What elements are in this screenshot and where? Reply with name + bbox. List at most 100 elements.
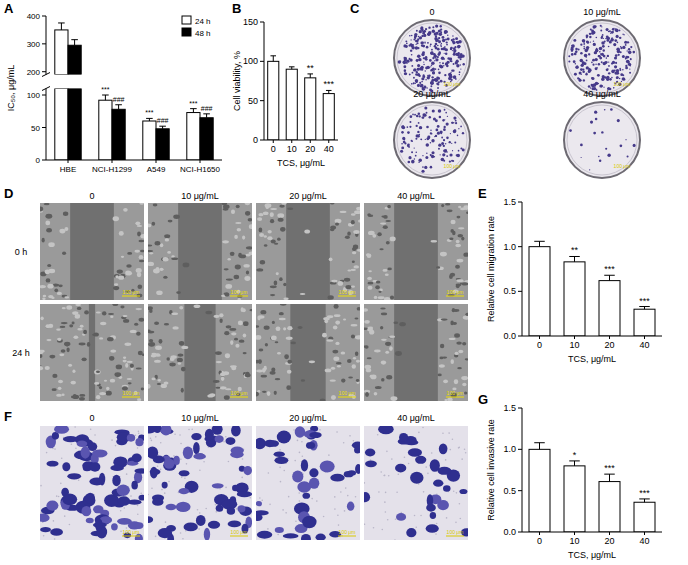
cell: [173, 326, 179, 329]
cell: [276, 327, 281, 331]
invaded-cell: [164, 458, 175, 468]
pore: [135, 435, 137, 437]
colony: [628, 51, 632, 55]
cell: [393, 321, 398, 324]
colony: [418, 113, 421, 116]
colony: [421, 68, 423, 70]
cell: [154, 360, 161, 363]
colony: [424, 166, 427, 169]
x-axis: [522, 532, 662, 533]
colony: [401, 146, 404, 149]
invaded-cell: [301, 459, 308, 471]
error-bar: [534, 443, 545, 450]
cell: [62, 307, 66, 309]
pore: [160, 442, 162, 444]
colony: [441, 43, 442, 44]
image-label: 0: [89, 191, 94, 201]
colony: [617, 42, 619, 44]
colony: [615, 62, 617, 64]
cell: [223, 208, 229, 211]
colony: [627, 41, 629, 43]
bar: [634, 309, 655, 336]
colony: [608, 72, 610, 74]
colony: [417, 64, 420, 67]
cell: [283, 298, 288, 300]
cell: [137, 398, 141, 401]
colony: [438, 37, 440, 39]
colony: [450, 72, 451, 73]
pore: [364, 482, 365, 484]
cell: [259, 349, 264, 352]
colony: [455, 120, 457, 122]
image-bg: [148, 426, 252, 540]
cell: [135, 221, 140, 225]
cell: [234, 235, 238, 239]
colony: [439, 52, 441, 54]
cell: [79, 394, 85, 397]
cell: [291, 342, 296, 345]
pore: [404, 456, 406, 458]
cell: [114, 283, 118, 286]
cell: [40, 350, 43, 354]
x-tick: [644, 532, 645, 535]
cell: [157, 383, 161, 385]
pore: [381, 529, 383, 531]
colony: [603, 38, 604, 39]
wound-gap: [290, 304, 325, 401]
cell: [99, 337, 103, 339]
x-axis: [46, 160, 222, 161]
cell: [243, 352, 247, 354]
cell: [61, 349, 66, 352]
colony: [424, 70, 426, 72]
cell: [80, 325, 84, 328]
colony: [591, 84, 594, 87]
invaded-cell: [232, 485, 239, 492]
colony: [591, 77, 594, 80]
invaded-cell: [62, 493, 77, 505]
cell: [137, 272, 141, 277]
colony: [601, 77, 604, 80]
error-cap: [307, 73, 313, 74]
colony: [419, 30, 422, 33]
colony: [436, 76, 439, 79]
plate-rim: [567, 105, 637, 175]
error-cap: [289, 66, 295, 67]
colony: [448, 77, 451, 80]
colony: [403, 125, 404, 126]
colony: [408, 146, 410, 148]
pore: [380, 471, 382, 473]
colony: [418, 58, 421, 61]
colony: [440, 65, 444, 69]
bar-base: [68, 89, 81, 161]
x-tick: [156, 160, 157, 163]
micrograph: [364, 203, 468, 300]
cell: [153, 204, 158, 207]
colony: [405, 45, 408, 48]
cell: [140, 234, 144, 239]
colony: [457, 135, 459, 137]
colony: [599, 84, 602, 87]
colony: [582, 61, 585, 64]
pore: [355, 496, 357, 498]
cell: [87, 342, 91, 347]
y-tick-label: 50: [248, 96, 258, 106]
bar: [268, 61, 279, 140]
colony: [620, 144, 623, 147]
invaded-cell: [131, 481, 137, 490]
colony: [608, 46, 610, 48]
cell: [166, 357, 169, 360]
colony: [457, 45, 460, 48]
y-axis: [522, 202, 523, 336]
colony: [445, 30, 448, 33]
cell: [328, 295, 334, 299]
colony: [417, 73, 420, 76]
cell: [225, 353, 230, 358]
cell: [335, 222, 339, 225]
colony: [437, 125, 440, 128]
cell: [355, 335, 360, 339]
cell: [94, 370, 101, 375]
error-bar: [146, 118, 153, 121]
colony: [449, 58, 451, 60]
pore: [299, 500, 301, 502]
pore: [225, 436, 227, 438]
